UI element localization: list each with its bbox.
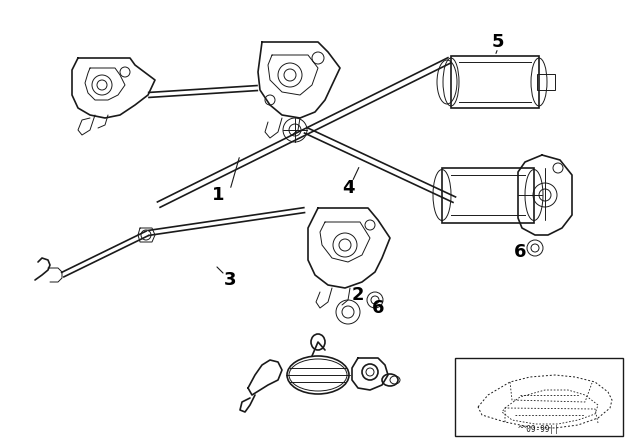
Bar bbox=[455, 358, 623, 436]
Text: ^^09-99||: ^^09-99|| bbox=[518, 426, 560, 435]
Text: 1: 1 bbox=[212, 186, 224, 204]
Bar bbox=[537, 74, 555, 90]
Bar bbox=[442, 168, 534, 223]
Text: 6: 6 bbox=[514, 243, 526, 261]
Text: 2: 2 bbox=[352, 286, 364, 304]
Text: 4: 4 bbox=[342, 179, 355, 197]
Text: 3: 3 bbox=[224, 271, 236, 289]
Text: 6: 6 bbox=[372, 299, 384, 317]
Bar bbox=[451, 56, 539, 108]
Text: 5: 5 bbox=[492, 33, 504, 51]
